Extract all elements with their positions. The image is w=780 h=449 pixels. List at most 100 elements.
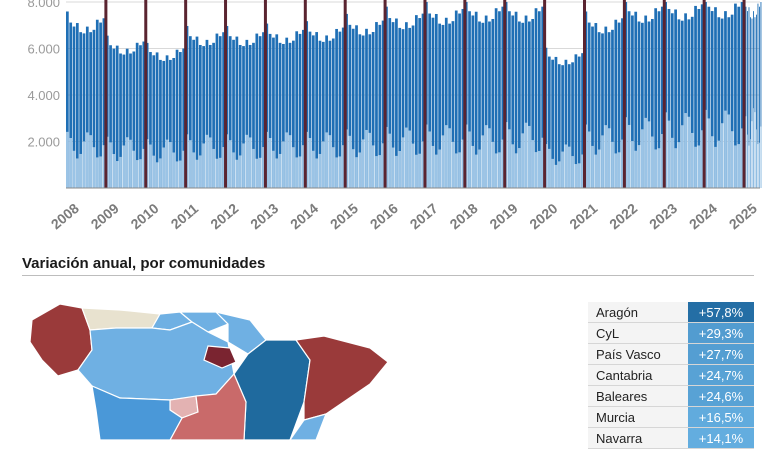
bar-base <box>331 147 335 188</box>
bar-total <box>434 13 438 188</box>
bar-total <box>498 11 501 189</box>
bar-total <box>288 42 292 188</box>
ranking-value: +27,7% <box>688 343 754 365</box>
bar-total <box>95 19 99 189</box>
bar-total <box>122 54 126 188</box>
bar-total <box>759 6 760 189</box>
bar-base <box>458 152 461 188</box>
bar-total <box>418 18 422 188</box>
bar-base <box>112 154 116 188</box>
bar-base <box>491 141 495 188</box>
bar-total <box>85 26 89 188</box>
bar-total <box>215 33 219 188</box>
bar-base <box>328 135 332 188</box>
bar-total <box>524 15 528 188</box>
bar-total <box>745 6 747 189</box>
bar-base <box>248 137 252 188</box>
bar-total <box>474 11 478 188</box>
bar-total <box>534 8 538 189</box>
bar-base <box>308 137 312 188</box>
bar-base <box>760 126 762 188</box>
bar-base <box>371 145 375 188</box>
bar-base <box>431 145 435 188</box>
x-tick-label: 2013 <box>247 200 281 232</box>
bar-total <box>165 55 169 188</box>
bar-base <box>524 122 528 188</box>
bar-base <box>275 158 279 188</box>
bar-total <box>734 3 737 189</box>
bar-total <box>564 59 568 188</box>
bar-total <box>162 60 166 188</box>
bar-total <box>667 8 671 188</box>
bar-total <box>325 35 328 188</box>
bar-total <box>272 37 275 189</box>
bar-base <box>754 112 756 188</box>
bar-total <box>451 21 455 189</box>
bar-base <box>341 145 345 188</box>
bar-total <box>557 64 561 188</box>
year-separator <box>224 0 228 188</box>
bar-base <box>591 145 594 188</box>
bar-total <box>727 17 731 189</box>
ranking-value: +57,8% <box>688 302 754 323</box>
bar-base <box>139 159 142 188</box>
bar-total <box>674 9 677 189</box>
bar-base <box>85 132 89 188</box>
bar-total <box>258 36 262 188</box>
bar-base <box>474 154 478 188</box>
bar-total <box>405 22 408 189</box>
bar-base <box>724 110 727 188</box>
bar-base <box>564 144 568 188</box>
bar-base <box>451 141 455 188</box>
bar-base <box>734 145 737 188</box>
bar-base <box>654 149 658 188</box>
bar-total <box>182 48 186 188</box>
bar-total <box>255 33 259 188</box>
bar-base <box>318 153 322 188</box>
year-separator <box>104 0 108 188</box>
bar-total <box>212 42 215 188</box>
bar-base <box>740 128 744 188</box>
bar-total <box>102 18 106 189</box>
bar-total <box>208 44 212 188</box>
bar-total <box>371 31 375 189</box>
bar-base <box>414 154 418 188</box>
bar-total <box>175 49 179 188</box>
ranking-region: CyL <box>588 322 688 344</box>
bar-total <box>321 41 325 189</box>
x-tick-label: 2017 <box>407 200 441 232</box>
bar-base <box>258 157 262 188</box>
bar-base <box>338 156 342 188</box>
bar-base <box>478 149 481 188</box>
bar-total <box>252 42 255 188</box>
bar-total <box>707 6 711 189</box>
bar-base <box>745 116 747 188</box>
bar-total <box>298 33 302 189</box>
bar-total <box>205 39 209 188</box>
bar-total <box>541 6 545 189</box>
y-tick-label: 2.000 <box>27 135 60 150</box>
bar-total <box>700 4 704 189</box>
bar-base <box>72 150 76 188</box>
bar-total <box>361 35 365 188</box>
bar-total <box>109 45 112 188</box>
ranking-row: País Vasco +27,7% <box>588 343 754 365</box>
bar-total <box>129 53 132 189</box>
bar-total <box>511 15 515 188</box>
bar-total <box>311 35 315 189</box>
bar-total <box>308 31 312 188</box>
map-region-pais-vasco <box>178 311 230 333</box>
bar-total <box>677 19 681 189</box>
bar-base <box>737 144 741 188</box>
bar-base <box>684 113 687 188</box>
bar-total <box>724 11 727 189</box>
bar-total <box>641 22 644 188</box>
bar-base <box>434 154 438 188</box>
bar-base <box>335 157 338 188</box>
bar-total <box>92 29 96 189</box>
bar-total <box>631 15 634 188</box>
bar-base <box>484 125 488 188</box>
bar-base <box>92 147 96 188</box>
bar-total <box>488 21 491 189</box>
bar-total <box>391 22 395 189</box>
